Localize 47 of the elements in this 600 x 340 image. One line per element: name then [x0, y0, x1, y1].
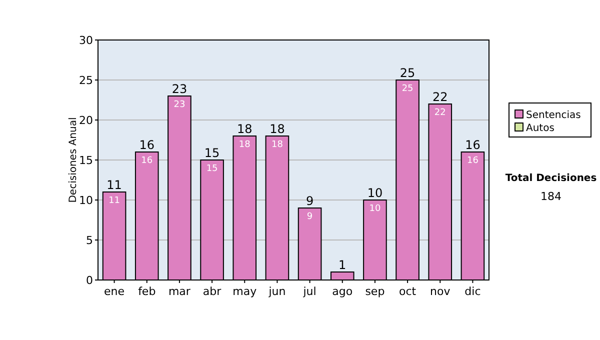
x-tick-label: dic: [464, 285, 481, 298]
legend-label: Autos: [526, 123, 554, 134]
total-label: 15: [204, 146, 220, 160]
text: Total Decisiones: [505, 173, 597, 184]
total-label: 18: [236, 122, 252, 136]
total-label: 25: [400, 66, 416, 80]
data-label: 18: [271, 140, 284, 150]
data-label: 15: [206, 164, 218, 174]
x-tick-label: ene: [104, 285, 125, 298]
total-label: 11: [106, 178, 122, 192]
total-label: 18: [270, 122, 285, 136]
x-tick-label: sep: [365, 285, 385, 298]
data-label: 10: [369, 204, 381, 214]
x-tick-label: mar: [168, 285, 191, 298]
x-tick-label: may: [232, 285, 258, 298]
data-label: 16: [141, 156, 153, 166]
data-label: 25: [402, 84, 414, 94]
data-label: 9: [306, 212, 313, 222]
total-label: 10: [367, 186, 383, 200]
x-tick-label: ago: [332, 285, 353, 298]
y-tick-label: 0: [86, 274, 93, 287]
y-tick-label: 25: [79, 74, 93, 87]
y-tick-label: 30: [79, 34, 93, 47]
data-label: 22: [434, 108, 446, 118]
data-label: 11: [108, 196, 120, 206]
data-label: 23: [174, 100, 186, 110]
x-tick-label: feb: [138, 285, 156, 298]
total-label: 22: [432, 90, 448, 104]
legend-label: Sentencias: [526, 110, 581, 121]
text: 184: [540, 190, 562, 203]
x-tick-label: abr: [202, 285, 222, 298]
x-tick-label: jun: [268, 285, 286, 298]
total-label: 16: [139, 138, 155, 152]
total-label: 16: [465, 138, 480, 152]
y-tick-label: 15: [79, 154, 93, 167]
x-tick-label: nov: [430, 285, 451, 298]
y-tick-label: 5: [86, 234, 93, 247]
total-label: 23: [172, 82, 188, 96]
y-tick-label: 10: [79, 194, 93, 207]
total-label: 9: [306, 194, 314, 208]
x-tick-label: oct: [398, 285, 417, 298]
data-label: 16: [466, 156, 479, 166]
total-label: 1: [338, 258, 346, 272]
data-label: 18: [238, 140, 251, 150]
x-tick-label: jul: [302, 285, 316, 298]
y-axis-title: Decisiones Anual: [68, 117, 79, 203]
y-tick-label: 20: [79, 114, 93, 127]
